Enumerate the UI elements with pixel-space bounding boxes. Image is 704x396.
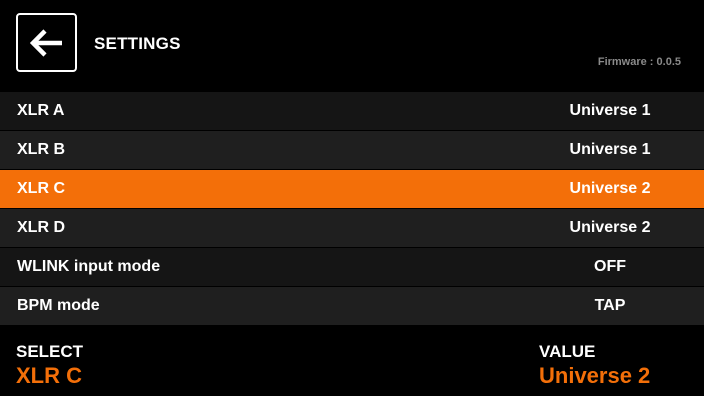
- setting-label: WLINK input mode: [17, 258, 161, 275]
- selected-item-value: XLR C: [16, 363, 82, 388]
- setting-value: TAP: [594, 297, 626, 314]
- setting-value: Universe 1: [569, 102, 651, 119]
- setting-row-xlr-d[interactable]: XLR D Universe 2: [0, 209, 704, 247]
- setting-value: Universe 2: [569, 180, 651, 197]
- arrow-left-icon: [29, 28, 62, 57]
- select-caption: SELECT: [16, 342, 84, 361]
- setting-label: XLR C: [17, 180, 65, 197]
- header-bar: SETTINGS Firmware : 0.0.5: [0, 0, 704, 92]
- setting-row-xlr-a[interactable]: XLR A Universe 1: [0, 92, 704, 130]
- setting-label: XLR D: [17, 219, 65, 236]
- footer-status: SELECT XLR C VALUE Universe 2: [0, 330, 704, 396]
- setting-value: Universe 1: [569, 141, 651, 158]
- settings-list: XLR A Universe 1 XLR B Universe 1 XLR C …: [0, 92, 704, 326]
- page-title: SETTINGS: [94, 34, 181, 53]
- setting-row-xlr-c[interactable]: XLR C Universe 2: [0, 170, 704, 208]
- firmware-version: Firmware : 0.0.5: [597, 56, 681, 68]
- back-button[interactable]: [16, 13, 77, 72]
- setting-label: XLR B: [17, 141, 65, 158]
- setting-row-bpm-mode[interactable]: BPM mode TAP: [0, 287, 704, 325]
- setting-value: OFF: [594, 258, 626, 275]
- setting-label: XLR A: [17, 102, 65, 119]
- setting-label: BPM mode: [17, 297, 100, 314]
- setting-value: Universe 2: [569, 219, 651, 236]
- setting-row-xlr-b[interactable]: XLR B Universe 1: [0, 131, 704, 169]
- selected-value-display: Universe 2: [539, 363, 651, 388]
- setting-row-wlink-input-mode[interactable]: WLINK input mode OFF: [0, 248, 704, 286]
- value-caption: VALUE: [539, 342, 596, 361]
